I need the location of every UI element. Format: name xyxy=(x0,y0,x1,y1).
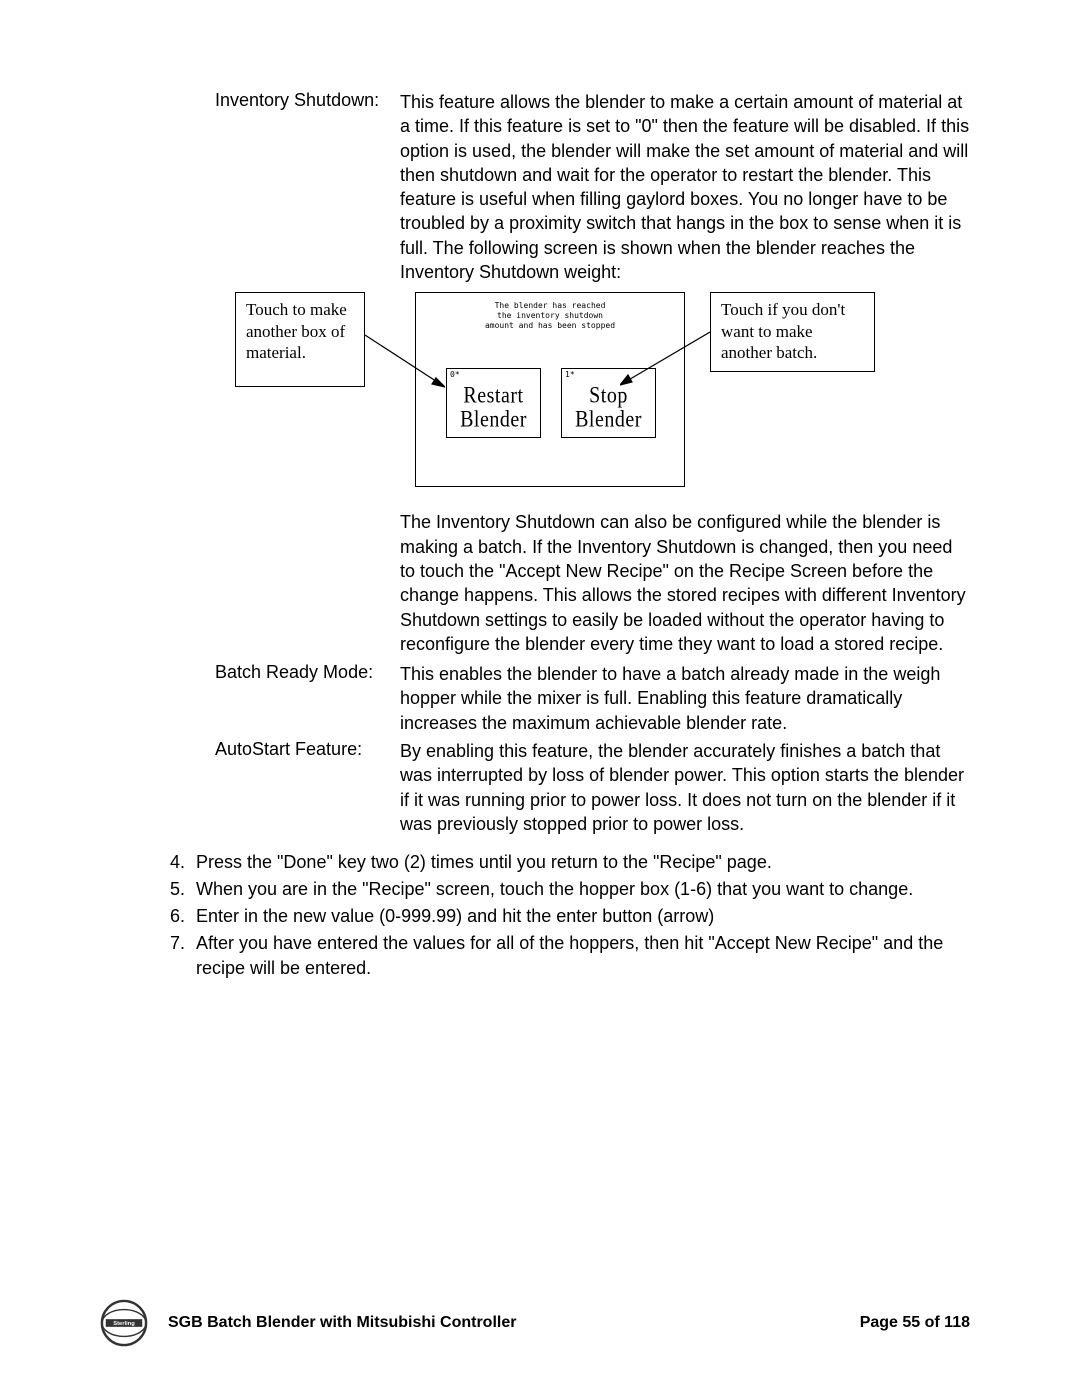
callout-left: Touch to make another box of material. xyxy=(235,292,365,387)
diagram-inventory-shutdown: Touch to make another box of material. T… xyxy=(120,292,970,492)
numbered-steps: 4. Press the "Done" key two (2) times un… xyxy=(170,850,970,980)
button-index-0: 0* xyxy=(450,370,460,379)
restart-blender-label: Restart Blender xyxy=(447,384,540,432)
step-5-body: When you are in the "Recipe" screen, tou… xyxy=(196,877,970,902)
button-index-1: 1* xyxy=(565,370,575,379)
footer-title: SGB Batch Blender with Mitsubishi Contro… xyxy=(148,1314,860,1332)
step-6-num: 6. xyxy=(170,904,196,929)
step-5-num: 5. xyxy=(170,877,196,902)
restart-blender-button: 0* Restart Blender xyxy=(446,368,541,438)
arrow-left-icon xyxy=(365,327,445,397)
callout-right: Touch if you don't want to make another … xyxy=(710,292,875,372)
step-7-num: 7. xyxy=(170,931,196,981)
step-4: 4. Press the "Done" key two (2) times un… xyxy=(170,850,970,875)
step-4-num: 4. xyxy=(170,850,196,875)
page-footer: Sterling SGB Batch Blender with Mitsubis… xyxy=(0,1299,1080,1347)
step-6: 6. Enter in the new value (0-999.99) and… xyxy=(170,904,970,929)
definition-inventory-shutdown-2: The Inventory Shutdown can also be confi… xyxy=(400,510,970,656)
screen-message: The blender has reached the inventory sh… xyxy=(416,301,684,330)
step-4-body: Press the "Done" key two (2) times until… xyxy=(196,850,970,875)
definition-inventory-shutdown-1: This feature allows the blender to make … xyxy=(400,90,970,284)
definition-autostart: By enabling this feature, the blender ac… xyxy=(400,739,970,836)
definition-batch-ready: This enables the blender to have a batch… xyxy=(400,662,970,735)
step-6-body: Enter in the new value (0-999.99) and hi… xyxy=(196,904,970,929)
sterling-logo-icon: Sterling xyxy=(100,1299,148,1347)
arrow-right-icon xyxy=(620,327,710,392)
term-inventory-shutdown: Inventory Shutdown: xyxy=(215,90,400,284)
step-7: 7. After you have entered the values for… xyxy=(170,931,970,981)
term-autostart: AutoStart Feature: xyxy=(215,739,400,836)
footer-page-number: Page 55 of 118 xyxy=(860,1314,970,1332)
svg-text:Sterling: Sterling xyxy=(113,1321,135,1327)
step-5: 5. When you are in the "Recipe" screen, … xyxy=(170,877,970,902)
term-batch-ready: Batch Ready Mode: xyxy=(215,662,400,735)
step-7-body: After you have entered the values for al… xyxy=(196,931,970,981)
